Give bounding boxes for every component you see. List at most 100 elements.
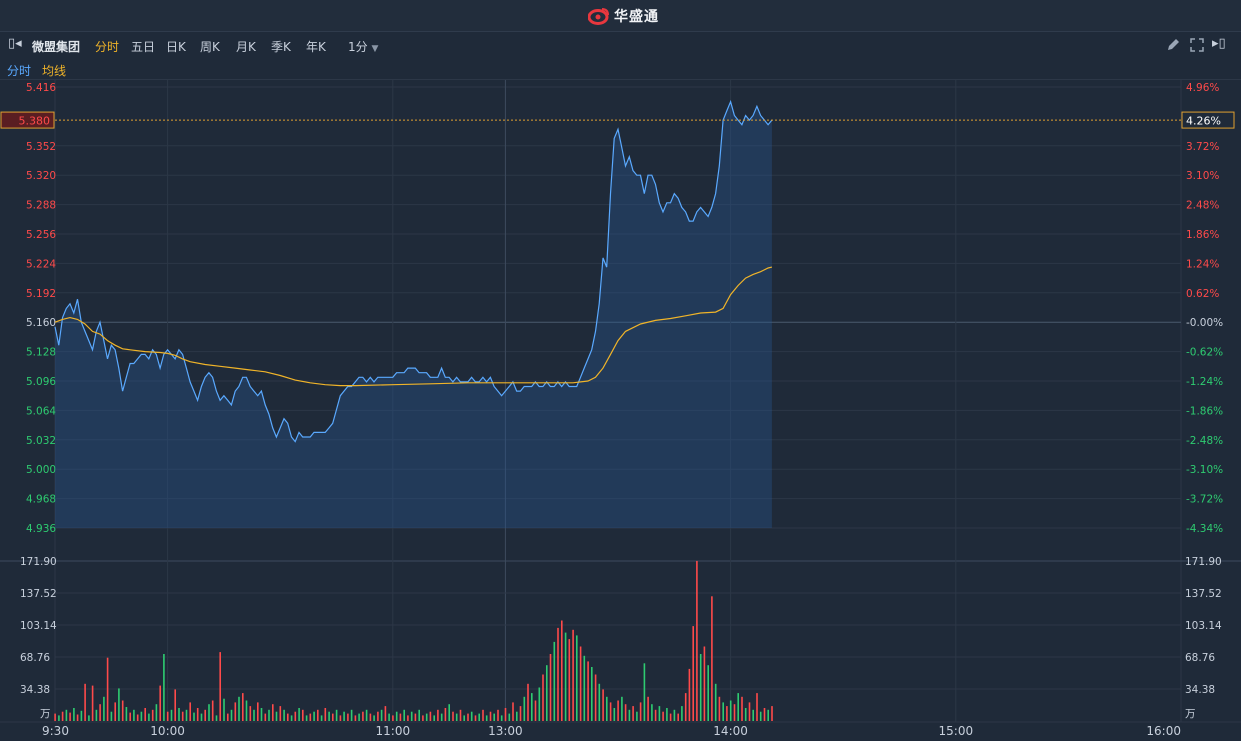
volume-bar [155,704,158,721]
percent-tick-label: -0.00% [1186,317,1223,329]
volume-bar [298,708,300,721]
volume-bar [561,620,563,721]
chart-legend: 分时 均线 [0,59,1241,80]
time-tick-label: 13:00 [488,724,523,738]
volume-tick-label-left: 万 [40,708,51,720]
volume-bar [133,709,135,721]
volume-bar [65,709,68,721]
volume-bar [744,708,747,721]
volume-bar [166,711,169,721]
volume-bar [519,706,522,721]
price-tick-label: 5.320 [26,170,56,182]
volume-bar [144,708,146,721]
collapse-left-icon[interactable]: ▯◂ [8,36,22,51]
volume-tick-label-left: 137.52 [20,588,57,600]
volume-bar [508,713,511,721]
volume-bar [103,696,105,721]
volume-bar [459,709,462,721]
volume-bar [253,709,255,721]
volume-bar [437,709,439,721]
fullscreen-icon[interactable] [1190,38,1204,52]
collapse-right-icon[interactable]: ▸▯ [1212,36,1226,51]
volume-bar [151,709,154,721]
tab-monthly-k[interactable]: 月K [236,40,256,54]
volume-tick-label-left: 171.90 [20,556,57,568]
interval-select[interactable]: 1分 ▼ [348,38,378,55]
volume-bar [669,713,672,721]
volume-bar [245,700,248,721]
volume-bar [110,711,113,721]
volume-bar [684,693,687,721]
tab-intraday[interactable]: 分时 [95,40,120,54]
volume-bar [594,674,597,721]
volume-bar [534,700,537,721]
volume-bar [553,641,556,721]
volume-bar [88,715,90,721]
volume-bar [418,709,420,721]
percent-tick-label: 1.86% [1186,229,1219,241]
price-tick-label: 5.032 [26,435,56,447]
volume-bar [651,704,653,721]
volume-bar [482,709,484,721]
volume-bar [699,654,702,721]
tab-yearly-k[interactable]: 年K [306,40,326,54]
volume-bar [474,715,477,721]
volume-bar [662,711,664,721]
percent-tick-label: 1.24% [1186,258,1219,270]
tab-daily-k[interactable]: 日K [166,40,186,54]
time-tick-label: 14:00 [713,724,748,738]
volume-bar [440,713,443,721]
volume-bar [287,713,289,721]
volume-bar [621,696,623,721]
volume-bar [478,713,480,721]
volume-bar [714,683,717,721]
volume-bar [403,709,405,721]
current-price-box [0,111,55,129]
volume-tick-label-right: 万 [1185,708,1196,720]
price-tick-label: 5.288 [26,200,56,212]
tab-weekly-k[interactable]: 周K [200,40,220,54]
price-tick-label: 5.000 [26,464,56,476]
volume-bar [729,700,732,721]
volume-bar [467,713,469,721]
tab-quarterly-k[interactable]: 季K [271,40,291,54]
volume-bar [741,696,743,721]
pencil-icon[interactable] [1166,38,1180,52]
price-tick-label: 5.064 [26,405,56,417]
volume-bar [444,708,447,721]
volume-tick-label-left: 68.76 [20,652,50,664]
volume-bar [737,693,739,721]
volume-bar [219,652,221,721]
volume-bar [654,709,657,721]
volume-bar [106,657,109,721]
volume-bar [568,639,571,721]
volume-bar [624,704,627,721]
volume-bar [407,715,409,721]
percent-tick-label: -3.10% [1186,464,1223,476]
volume-bar [587,661,589,721]
volume-bar [290,715,293,721]
volume-bar [76,714,79,721]
volume-bar [512,702,514,721]
volume-bar [80,710,83,721]
volume-bar [658,706,661,721]
volume-bar [636,711,638,721]
time-tick-label: 9:30 [42,724,69,738]
tab-five-day[interactable]: 五日 [131,40,156,54]
price-tick-label: 5.096 [26,376,56,388]
price-tick-label: 4.968 [26,494,56,506]
percent-tick-label: -3.72% [1186,494,1223,506]
volume-bar [527,683,529,721]
volume-bar [452,711,454,721]
volume-bar [756,693,758,721]
interval-value: 1分 [348,40,368,54]
volume-bar [399,713,402,721]
percent-tick-label: -0.62% [1186,347,1223,359]
volume-bar [500,715,503,721]
chevron-down-icon: ▼ [371,44,379,54]
volume-bar [395,711,398,721]
current-percent-box [1181,111,1235,129]
volume-bar [95,709,98,721]
time-tick-label: 10:00 [150,724,185,738]
volume-bar [317,709,319,721]
